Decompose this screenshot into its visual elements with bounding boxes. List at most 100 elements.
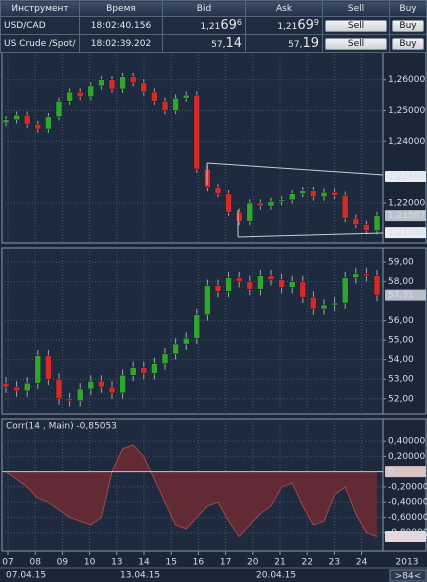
ask: 57,19: [245, 34, 323, 53]
sell-button[interactable]: Sell: [325, 37, 387, 50]
price-label-box: [385, 466, 426, 478]
candle-body: [161, 101, 169, 111]
header-cell: Ask: [245, 0, 323, 17]
y-tick-label: 1,24000: [388, 137, 425, 147]
candle-body: [225, 193, 232, 213]
y-tick-label: 58,00: [388, 277, 414, 287]
instrument: USD/CAD: [0, 16, 80, 35]
scroll-label[interactable]: >84<: [395, 572, 422, 582]
candle-body: [98, 79, 105, 87]
bid-pips: 69: [220, 18, 237, 33]
candle-body: [140, 367, 148, 374]
candle-body: [278, 199, 285, 202]
bid-base: 57,: [211, 40, 226, 50]
y-tick-label: 1,22000: [388, 198, 425, 208]
x-tick-label: 10: [84, 558, 96, 568]
x-tick-label: 15: [165, 558, 176, 568]
candle-body: [352, 273, 360, 278]
candle-body: [76, 388, 84, 401]
quote-row[interactable]: USD/CAD 18:02:40.156 1,21696 1,21699 Sel…: [0, 16, 427, 35]
price-label: 57,31: [388, 291, 414, 301]
header-cell: Bid: [162, 0, 246, 17]
panel: [1, 247, 384, 415]
y-tick-label: -0,60000: [388, 513, 427, 523]
candle-body: [108, 386, 116, 394]
candle-body: [129, 76, 137, 84]
y-tick-label: 1,25000: [388, 106, 425, 116]
price-label-box: [385, 210, 426, 222]
y-tick-label: 56,00: [388, 316, 414, 326]
candle-body: [373, 215, 381, 231]
area-fill: [6, 444, 377, 537]
price-label: 0: [388, 467, 394, 477]
instrument: US Crude /Spot/: [0, 34, 80, 53]
quote-row[interactable]: US Crude /Spot/ 18:02:39.202 57,14 57,19…: [0, 34, 427, 53]
candle-body: [204, 285, 211, 316]
candle-body: [45, 116, 52, 130]
candle-body: [34, 124, 42, 130]
charts: 1,26000 1,25000 1,24000 1,22000 1,22860 1,215…: [1, 51, 427, 552]
candle-body: [214, 285, 222, 292]
candle-body: [66, 398, 73, 401]
candle-body: [108, 79, 116, 90]
bid-pips: 14: [225, 36, 242, 51]
candle-body: [13, 386, 20, 392]
candle-body: [182, 94, 190, 99]
area-line: [5, 444, 378, 538]
candle-body: [76, 91, 84, 97]
candle-body: [172, 97, 179, 111]
x-tick-label: 16: [193, 558, 205, 568]
candle-body: [257, 202, 264, 207]
quote-header: Инструмент Время Bid Ask Sell Buy: [0, 0, 427, 17]
x-tick-label: 07: [2, 558, 13, 568]
trend-line[interactable]: [206, 162, 384, 176]
price-label: 1,22860: [388, 172, 425, 182]
indicator-title: Corr(14 , Main) -0,85053: [6, 422, 117, 432]
bid-tail: 6: [236, 18, 242, 27]
x-tick-label: 20: [247, 558, 259, 568]
time: 18:02:40.156: [79, 16, 163, 35]
candle-body: [151, 363, 158, 374]
x-tick-label: 14: [138, 558, 150, 568]
bid-base: 1,21: [200, 22, 221, 32]
candle-body: [331, 302, 338, 306]
header-cell: Время: [79, 0, 163, 17]
ask-pips: 19: [302, 36, 319, 51]
candle-body: [299, 190, 307, 194]
panel: [1, 51, 384, 244]
y-tick-label: -0,40000: [388, 498, 427, 508]
y-tick-label: 55,00: [388, 336, 414, 346]
ask: 1,21699: [245, 16, 323, 35]
candle-body: [119, 76, 126, 90]
candle-body: [182, 337, 190, 345]
candle-body: [55, 378, 63, 400]
candle-body: [235, 277, 243, 282]
buy-button[interactable]: Buy: [392, 37, 424, 50]
candle-body: [2, 119, 10, 124]
trend-line[interactable]: [237, 232, 384, 238]
candle-body: [320, 304, 328, 310]
candle-body: [214, 187, 222, 194]
candle-body: [151, 91, 158, 102]
candle-body: [278, 279, 285, 288]
y-tick-label: 52,00: [388, 394, 414, 404]
scroll-box[interactable]: [389, 569, 427, 582]
candle-body: [87, 380, 95, 390]
price-axis: [382, 247, 427, 415]
price-label-box: [385, 289, 426, 301]
quote-table: Инструмент Время Bid Ask Sell Buy USD/CA…: [0, 0, 427, 53]
candle-body: [23, 382, 31, 392]
y-tick-label: 1,26000: [388, 75, 425, 85]
x-tick-label: 13: [111, 558, 122, 568]
candle-body: [373, 275, 381, 296]
sell-button[interactable]: Sell: [325, 19, 387, 32]
date-label: 07.04.15: [6, 571, 46, 581]
candle-body: [225, 277, 232, 292]
candle-body: [66, 91, 73, 102]
candle-body: [267, 275, 275, 280]
candle-body: [172, 343, 179, 355]
buy-button[interactable]: Buy: [392, 19, 424, 32]
candle-body: [119, 375, 126, 394]
